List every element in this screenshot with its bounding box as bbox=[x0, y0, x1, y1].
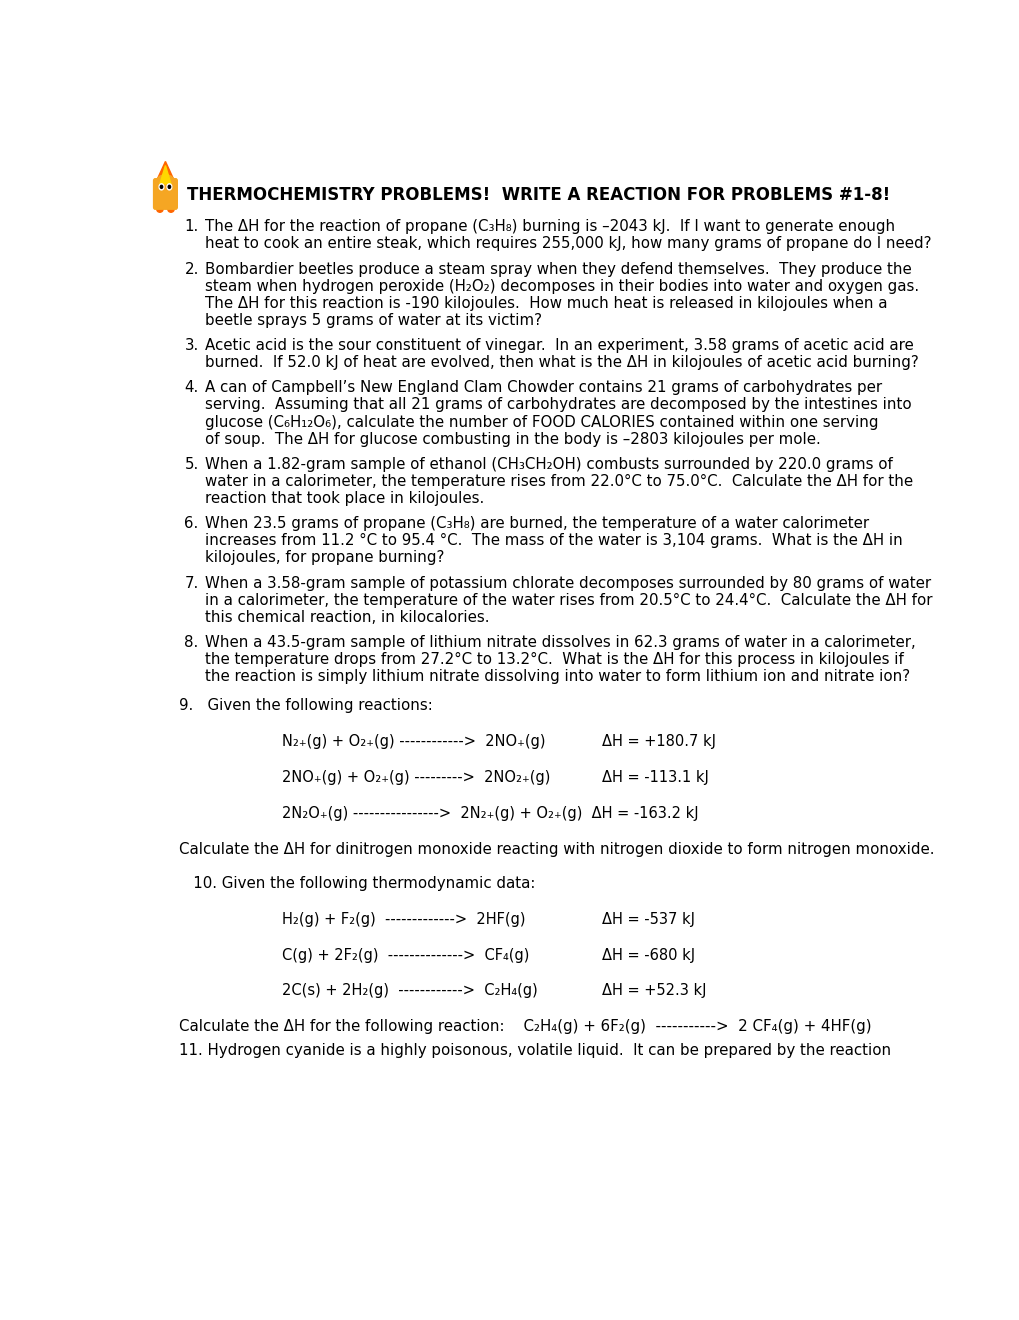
Text: A can of Campbell’s New England Clam Chowder contains 21 grams of carbohydrates : A can of Campbell’s New England Clam Cho… bbox=[205, 380, 881, 396]
Text: 5.: 5. bbox=[184, 457, 199, 471]
Text: ΔH = -537 kJ: ΔH = -537 kJ bbox=[601, 912, 694, 927]
Text: When 23.5 grams of propane (C₃H₈) are burned, the temperature of a water calorim: When 23.5 grams of propane (C₃H₈) are bu… bbox=[205, 516, 868, 531]
Text: The ΔH for this reaction is -190 kilojoules.  How much heat is released in kiloj: The ΔH for this reaction is -190 kilojou… bbox=[205, 296, 887, 310]
Text: increases from 11.2 °C to 95.4 °C.  The mass of the water is 3,104 grams.  What : increases from 11.2 °C to 95.4 °C. The m… bbox=[205, 533, 902, 548]
Text: C(g) + 2F₂(g)  -------------->  CF₄(g): C(g) + 2F₂(g) --------------> CF₄(g) bbox=[281, 948, 529, 962]
Polygon shape bbox=[155, 161, 175, 183]
Text: water in a calorimeter, the temperature rises from 22.0°C to 75.0°C.  Calculate : water in a calorimeter, the temperature … bbox=[205, 474, 912, 488]
Text: 2.: 2. bbox=[184, 261, 199, 277]
Text: 11. Hydrogen cyanide is a highly poisonous, volatile liquid.  It can be prepared: 11. Hydrogen cyanide is a highly poisono… bbox=[178, 1043, 891, 1059]
Text: beetle sprays 5 grams of water at its victim?: beetle sprays 5 grams of water at its vi… bbox=[205, 313, 541, 327]
Text: ΔH = -113.1 kJ: ΔH = -113.1 kJ bbox=[601, 770, 708, 785]
Text: heat to cook an entire steak, which requires 255,000 kJ, how many grams of propa: heat to cook an entire steak, which requ… bbox=[205, 236, 930, 251]
Text: ΔH = +180.7 kJ: ΔH = +180.7 kJ bbox=[601, 734, 715, 750]
Text: THERMOCHEMISTRY PROBLEMS!  WRITE A REACTION FOR PROBLEMS #1-8!: THERMOCHEMISTRY PROBLEMS! WRITE A REACTI… bbox=[186, 186, 890, 203]
Text: The ΔH for the reaction of propane (C₃H₈) burning is –2043 kJ.  If I want to gen: The ΔH for the reaction of propane (C₃H₈… bbox=[205, 219, 895, 235]
Circle shape bbox=[160, 185, 162, 189]
Text: 7.: 7. bbox=[184, 576, 199, 590]
Text: 4.: 4. bbox=[184, 380, 199, 396]
Ellipse shape bbox=[157, 206, 163, 213]
Text: 1.: 1. bbox=[184, 219, 199, 235]
Text: ΔH = -680 kJ: ΔH = -680 kJ bbox=[601, 948, 694, 962]
Text: H₂(g) + F₂(g)  ------------->  2HF(g): H₂(g) + F₂(g) -------------> 2HF(g) bbox=[281, 912, 525, 927]
Text: 3.: 3. bbox=[184, 338, 199, 352]
Text: When a 3.58-gram sample of potassium chlorate decomposes surrounded by 80 grams : When a 3.58-gram sample of potassium chl… bbox=[205, 576, 930, 590]
Text: of soup.  The ΔH for glucose combusting in the body is –2803 kilojoules per mole: of soup. The ΔH for glucose combusting i… bbox=[205, 432, 820, 446]
Text: serving.  Assuming that all 21 grams of carbohydrates are decomposed by the inte: serving. Assuming that all 21 grams of c… bbox=[205, 397, 911, 412]
Text: Bombardier beetles produce a steam spray when they defend themselves.  They prod: Bombardier beetles produce a steam spray… bbox=[205, 261, 911, 277]
Text: 6.: 6. bbox=[184, 516, 199, 531]
Text: ΔH = +52.3 kJ: ΔH = +52.3 kJ bbox=[601, 983, 705, 998]
Ellipse shape bbox=[156, 174, 175, 193]
Text: reaction that took place in kilojoules.: reaction that took place in kilojoules. bbox=[205, 491, 484, 506]
Text: in a calorimeter, the temperature of the water rises from 20.5°C to 24.4°C.  Cal: in a calorimeter, the temperature of the… bbox=[205, 593, 931, 607]
Text: Calculate the ΔH for dinitrogen monoxide reacting with nitrogen dioxide to form : Calculate the ΔH for dinitrogen monoxide… bbox=[178, 842, 933, 857]
Ellipse shape bbox=[168, 206, 174, 213]
Text: the temperature drops from 27.2°C to 13.2°C.  What is the ΔH for this process in: the temperature drops from 27.2°C to 13.… bbox=[205, 652, 903, 667]
Text: the reaction is simply lithium nitrate dissolving into water to form lithium ion: the reaction is simply lithium nitrate d… bbox=[205, 669, 909, 684]
Text: Acetic acid is the sour constituent of vinegar.  In an experiment, 3.58 grams of: Acetic acid is the sour constituent of v… bbox=[205, 338, 913, 352]
Text: 2NO₊(g) + O₂₊(g) --------->  2NO₂₊(g): 2NO₊(g) + O₂₊(g) ---------> 2NO₂₊(g) bbox=[281, 770, 549, 785]
Text: steam when hydrogen peroxide (H₂O₂) decomposes in their bodies into water and ox: steam when hydrogen peroxide (H₂O₂) deco… bbox=[205, 279, 918, 294]
Text: glucose (C₆H₁₂O₆), calculate the number of FOOD CALORIES contained within one se: glucose (C₆H₁₂O₆), calculate the number … bbox=[205, 414, 877, 429]
Text: 10. Given the following thermodynamic data:: 10. Given the following thermodynamic da… bbox=[178, 876, 535, 891]
FancyBboxPatch shape bbox=[154, 178, 177, 210]
Text: Calculate the ΔH for the following reaction:    C₂H₄(g) + 6F₂(g)  ----------->  : Calculate the ΔH for the following react… bbox=[178, 1019, 870, 1035]
Circle shape bbox=[159, 183, 164, 190]
Text: N₂₊(g) + O₂₊(g) ------------>  2NO₊(g): N₂₊(g) + O₂₊(g) ------------> 2NO₊(g) bbox=[281, 734, 544, 750]
Text: burned.  If 52.0 kJ of heat are evolved, then what is the ΔH in kilojoules of ac: burned. If 52.0 kJ of heat are evolved, … bbox=[205, 355, 918, 370]
Text: this chemical reaction, in kilocalories.: this chemical reaction, in kilocalories. bbox=[205, 610, 489, 624]
Text: 8.: 8. bbox=[184, 635, 199, 649]
Circle shape bbox=[167, 183, 171, 190]
Polygon shape bbox=[160, 165, 171, 183]
Circle shape bbox=[168, 185, 170, 189]
Text: 2N₂O₊(g) ---------------->  2N₂₊(g) + O₂₊(g)  ΔH = -163.2 kJ: 2N₂O₊(g) ----------------> 2N₂₊(g) + O₂₊… bbox=[281, 807, 698, 821]
Text: When a 1.82-gram sample of ethanol (CH₃CH₂OH) combusts surrounded by 220.0 grams: When a 1.82-gram sample of ethanol (CH₃C… bbox=[205, 457, 892, 471]
Text: 9.   Given the following reactions:: 9. Given the following reactions: bbox=[178, 698, 432, 713]
Text: 2C(s) + 2H₂(g)  ------------>  C₂H₄(g): 2C(s) + 2H₂(g) ------------> C₂H₄(g) bbox=[281, 983, 537, 998]
Text: When a 43.5-gram sample of lithium nitrate dissolves in 62.3 grams of water in a: When a 43.5-gram sample of lithium nitra… bbox=[205, 635, 915, 649]
Text: kilojoules, for propane burning?: kilojoules, for propane burning? bbox=[205, 550, 444, 565]
